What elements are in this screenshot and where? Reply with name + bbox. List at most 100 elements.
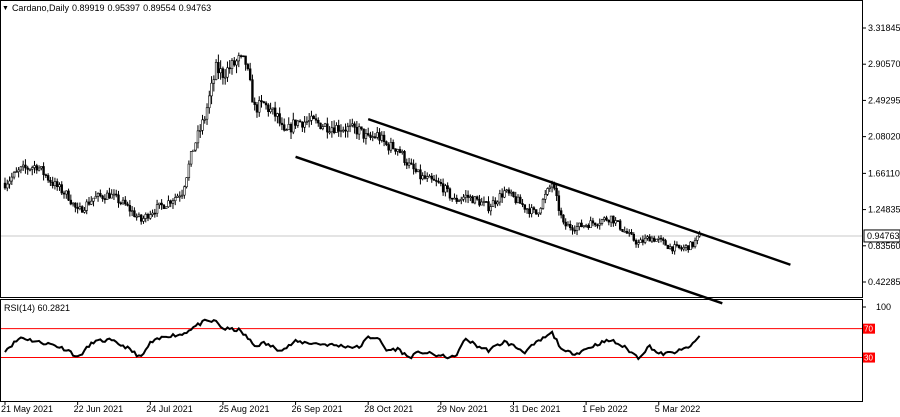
candle — [657, 235, 660, 243]
candle — [226, 61, 229, 82]
candle — [666, 244, 670, 250]
candle — [689, 241, 692, 251]
candle-body — [255, 104, 259, 113]
candle-body — [373, 136, 377, 138]
candle-body — [426, 176, 429, 179]
candle-body — [521, 203, 524, 205]
candle — [539, 207, 542, 215]
candle-body — [450, 197, 454, 200]
candle — [637, 239, 640, 248]
candle — [185, 177, 188, 189]
candle-body — [180, 194, 184, 197]
candle-body — [648, 236, 651, 242]
candle-body — [307, 120, 311, 122]
candle — [616, 220, 620, 223]
candle — [696, 235, 699, 245]
candle-body — [430, 175, 433, 180]
candle — [205, 103, 209, 125]
candle — [208, 90, 211, 114]
candle-body — [366, 133, 370, 136]
candle — [419, 164, 422, 185]
candle — [305, 116, 309, 126]
candle-body — [203, 118, 206, 121]
candle-body — [280, 122, 284, 126]
candle — [83, 207, 86, 214]
candle-body — [457, 200, 461, 202]
candle-body — [3, 182, 7, 189]
candle-body — [575, 226, 579, 231]
candle — [662, 237, 665, 245]
current-price-box: 0.94763 — [863, 229, 900, 243]
candle — [664, 238, 667, 246]
candle-body — [628, 232, 631, 234]
candle — [628, 229, 631, 237]
candle-body — [357, 126, 361, 135]
candle — [239, 54, 243, 59]
candle-body — [691, 241, 695, 247]
candle — [684, 244, 688, 252]
x-tick-label: 1 Feb 2022 — [582, 404, 628, 414]
candle — [430, 172, 433, 183]
candle-body — [115, 193, 118, 196]
price-tick-label: 1.66110 — [868, 168, 900, 178]
current-price-value: 0.94763 — [867, 231, 900, 241]
candle-body — [550, 183, 554, 188]
candle-body — [659, 237, 663, 240]
candle-body — [566, 223, 570, 227]
candle-body — [226, 67, 229, 78]
candle-body — [264, 102, 268, 106]
x-tick-label: 31 Dec 2021 — [509, 404, 560, 414]
candle-body — [498, 193, 502, 203]
candle-body — [637, 242, 640, 245]
candle-body — [212, 79, 216, 84]
candle — [115, 189, 118, 198]
candle — [435, 174, 438, 187]
candle — [625, 228, 629, 234]
candle-body — [614, 220, 617, 224]
candle — [326, 117, 329, 139]
candle-body — [376, 132, 379, 138]
candle-body — [251, 79, 254, 103]
candle-body — [662, 238, 665, 241]
candle — [31, 165, 34, 176]
candle — [117, 190, 120, 208]
candle-body — [85, 201, 88, 211]
candle-body — [314, 118, 318, 121]
candle — [189, 151, 193, 167]
candle-body — [342, 129, 345, 132]
candle — [58, 182, 61, 191]
candle — [44, 173, 48, 178]
candle-body — [482, 201, 486, 203]
candle — [171, 198, 175, 209]
x-tick-label: 21 May 2021 — [1, 404, 53, 414]
candle-body — [646, 236, 649, 239]
candle-body — [151, 212, 154, 215]
candle-body — [407, 162, 411, 166]
candle-body — [696, 235, 699, 241]
candle-body — [185, 177, 188, 188]
x-tick-label: 5 Mar 2022 — [655, 404, 701, 414]
candle-body — [83, 210, 86, 213]
candle-body — [680, 247, 683, 250]
candle-body — [448, 188, 452, 199]
dropdown-arrow-icon[interactable]: ▼ — [2, 4, 9, 12]
candle — [167, 195, 170, 208]
candle-body — [589, 220, 592, 228]
candle-body — [523, 204, 527, 210]
rsi-line — [4, 318, 701, 361]
candle-body — [239, 55, 243, 57]
candle — [271, 107, 275, 115]
candle-body — [593, 222, 597, 226]
candle-body — [219, 68, 222, 74]
candle-body — [653, 237, 656, 242]
candle-body — [37, 167, 41, 171]
candle-body — [557, 195, 561, 211]
candle-body — [385, 141, 388, 145]
candle — [580, 219, 583, 228]
candle-body — [260, 100, 263, 103]
candle — [126, 201, 129, 207]
candle-body — [253, 101, 256, 105]
candle — [364, 128, 368, 145]
candle — [146, 212, 150, 222]
candle-body — [153, 212, 157, 215]
